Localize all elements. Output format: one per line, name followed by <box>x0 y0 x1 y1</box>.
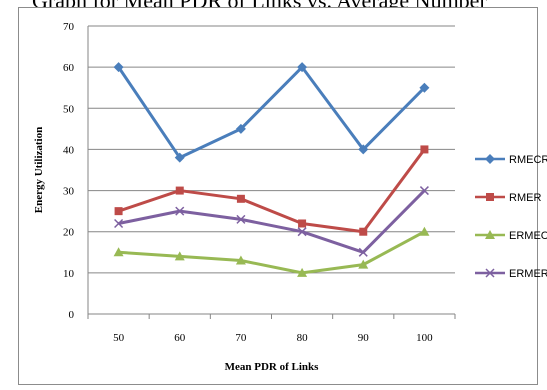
series-line <box>118 230 426 275</box>
legend-item: RMECR <box>475 154 547 166</box>
legend-label: ERMER <box>509 268 547 280</box>
series-line <box>117 65 426 160</box>
legend-label: RMER <box>509 192 541 204</box>
data-point <box>358 144 369 155</box>
data-point <box>174 152 185 163</box>
data-point-stroke <box>358 247 368 257</box>
y-tick-label: 10 <box>63 268 75 280</box>
series-rmecr <box>113 62 430 163</box>
data-point <box>174 251 185 261</box>
chart-frame <box>18 7 538 385</box>
y-tick-label: 70 <box>63 21 75 33</box>
legend-item: RMER <box>475 192 541 204</box>
gridlines <box>87 25 456 319</box>
series-rmer <box>114 145 429 236</box>
data-point <box>358 259 369 269</box>
data-point <box>298 219 307 228</box>
x-tick-label: 50 <box>113 332 125 344</box>
x-tick-label: 80 <box>297 332 309 344</box>
data-point-stroke <box>485 268 495 278</box>
data-point-stroke <box>236 214 246 224</box>
data-point <box>485 268 495 278</box>
y-tick-label: 30 <box>63 186 75 198</box>
data-point <box>359 227 368 236</box>
data-point <box>358 247 368 257</box>
data-point <box>485 154 495 164</box>
data-point <box>297 62 308 73</box>
data-point <box>236 194 245 203</box>
x-tick-label: 60 <box>174 332 186 344</box>
series-line <box>118 189 426 254</box>
data-point <box>175 206 185 216</box>
y-tick-label: 50 <box>63 103 75 115</box>
data-point <box>235 255 246 265</box>
x-tick-label: 90 <box>358 332 370 344</box>
y-tick-label: 20 <box>63 227 75 239</box>
y-axis-label: Energy Utilization <box>33 127 45 213</box>
legend: RMECR RMER ERMECR ERMER <box>475 154 547 280</box>
legend-item: ERMECR <box>475 230 547 242</box>
y-tick-labels: 0 10 20 30 40 50 60 70 <box>63 21 75 321</box>
data-point <box>419 226 430 236</box>
data-point-stroke <box>419 186 429 196</box>
data-point <box>235 123 246 134</box>
data-point <box>419 82 430 93</box>
y-tick-label: 40 <box>63 144 75 156</box>
data-point-stroke <box>175 206 185 216</box>
x-axis-label: Mean PDR of Links <box>225 361 320 373</box>
data-point <box>419 186 429 196</box>
data-point <box>486 193 494 201</box>
data-point <box>114 207 123 216</box>
data-point-stroke <box>114 218 124 229</box>
series-group <box>113 62 430 277</box>
legend-item: ERMER <box>475 268 547 280</box>
data-point <box>113 247 124 257</box>
data-point <box>420 145 429 154</box>
data-point <box>113 62 124 73</box>
data-point <box>297 267 308 277</box>
legend-label: RMECR <box>509 154 547 166</box>
y-tick-label: 60 <box>63 62 75 74</box>
data-point-stroke <box>297 227 307 237</box>
data-point <box>114 218 124 229</box>
data-point <box>297 227 307 237</box>
data-point <box>175 186 184 195</box>
series-ermer <box>114 186 429 257</box>
series-ermecr <box>113 226 430 277</box>
data-point <box>236 214 246 224</box>
x-tick-label: 100 <box>416 332 433 344</box>
y-tick-label: 0 <box>69 309 75 321</box>
x-tick-labels: 50 60 70 80 90 100 <box>113 332 433 344</box>
legend-label: ERMECR <box>509 230 547 242</box>
series-line <box>118 148 426 234</box>
data-point <box>485 230 495 239</box>
x-tick-label: 70 <box>235 332 247 344</box>
